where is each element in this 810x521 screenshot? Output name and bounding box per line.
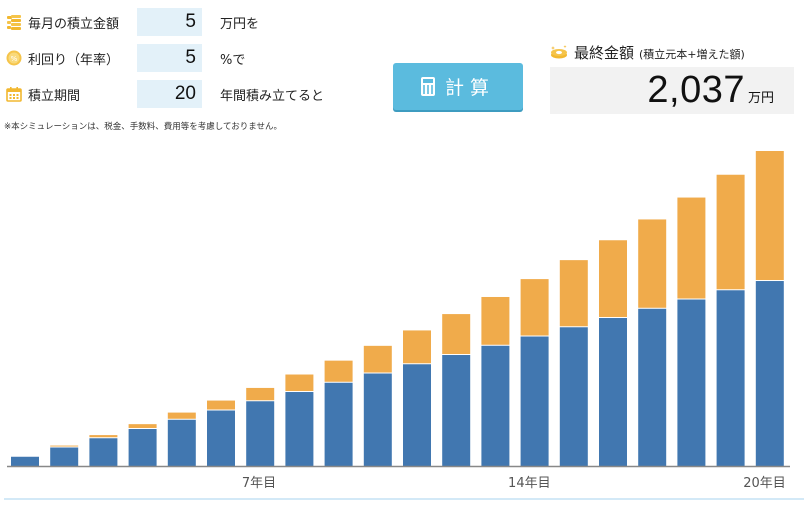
period-unit: 年間積み立てると: [220, 88, 325, 104]
period-input[interactable]: [137, 80, 202, 108]
bar-principal: [442, 355, 471, 466]
bar-gain: [403, 330, 431, 364]
bar-principal: [638, 308, 667, 466]
monthly-amount-label: 毎月の積立金額: [28, 16, 120, 32]
stacked-bar-chart: 7年目 14年目 20年目: [7, 151, 790, 491]
bar-gain: [285, 374, 314, 392]
bar-principal: [363, 373, 392, 466]
bar-principal: [677, 299, 706, 466]
bar-gain: [716, 174, 745, 290]
result-unit: 万円: [747, 91, 774, 106]
bar-principal: [89, 438, 118, 466]
bar-gain: [246, 387, 275, 401]
bar-principal: [716, 290, 745, 466]
x-tick-label: 20年目: [743, 476, 786, 491]
calculate-button[interactable]: 計算: [393, 63, 523, 110]
bar-gain: [559, 260, 588, 327]
section-divider: [4, 498, 804, 500]
x-tick-label: 7年目: [242, 476, 276, 491]
yield-unit: %で: [220, 52, 246, 68]
bar-gain: [167, 412, 196, 419]
yield-label: 利回り（年率）: [28, 52, 120, 68]
bar-principal: [559, 327, 588, 466]
bar-principal: [128, 429, 157, 466]
bar-gain: [677, 197, 706, 299]
yield-input[interactable]: [137, 44, 202, 72]
disclaimer-note: ※本シミュレーションは、税金、手数料、費用等を考慮しておりません。: [4, 122, 283, 132]
bar-gain: [324, 360, 353, 382]
bar-principal: [246, 401, 275, 466]
bar-gain: [638, 219, 667, 308]
bar-principal: [50, 447, 79, 466]
bar-principal: [520, 336, 549, 466]
bar-gain: [363, 345, 392, 373]
bar-principal: [167, 419, 196, 466]
calculate-button-label: 計算: [444, 77, 495, 99]
percent-coin-icon: %: [6, 50, 22, 66]
bar-gain: [599, 240, 627, 318]
bar-gain: [207, 400, 235, 410]
svg-text:%: %: [11, 55, 18, 63]
x-tick-label: 14年目: [508, 476, 551, 491]
bar-gain: [442, 314, 471, 355]
coin-sparkle-icon: [550, 44, 568, 59]
bar-principal: [755, 281, 784, 466]
result-value: 2,037: [647, 69, 745, 111]
bar-principal: [403, 364, 431, 466]
result-title: 最終金額: [574, 44, 635, 62]
bar-principal: [11, 456, 39, 466]
bar-gain: [520, 279, 549, 336]
x-axis-labels: 7年目 14年目 20年目: [242, 476, 786, 491]
bar-gain: [481, 296, 510, 345]
bar-gain: [755, 151, 784, 281]
bar-gain: [50, 445, 79, 447]
result-subtitle: (積立元本+増えた額): [639, 48, 745, 61]
bar-principal: [324, 382, 353, 466]
result-box: 2,037 万円: [550, 67, 794, 114]
result-header: 最終金額 (積立元本+増えた額): [550, 42, 745, 63]
bar-principal: [599, 318, 627, 466]
period-row: 積立期間 年間積み立てると: [6, 80, 324, 108]
bar-principal: [481, 345, 510, 466]
bar-series: [11, 151, 784, 466]
coin-stack-icon: [6, 14, 22, 30]
bar-gain: [89, 435, 118, 438]
calendar-icon: [6, 86, 22, 102]
yield-row: % 利回り（年率） %で: [6, 44, 245, 72]
calculator-icon: [420, 77, 435, 96]
period-label: 積立期間: [28, 88, 81, 104]
bar-principal: [207, 410, 235, 466]
monthly-amount-input[interactable]: [137, 8, 202, 36]
monthly-amount-row: 毎月の積立金額 万円を: [6, 8, 259, 36]
monthly-amount-unit: 万円を: [220, 16, 260, 32]
bar-principal: [285, 392, 314, 466]
bar-gain: [128, 424, 157, 429]
